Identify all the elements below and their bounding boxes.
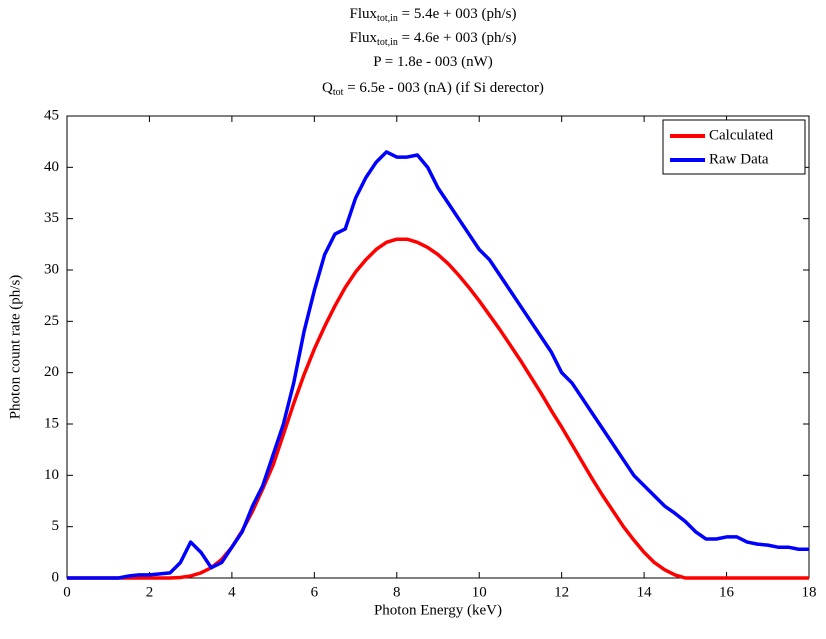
title-line: Fluxtot,in = 4.6e + 003 (ph/s) [350, 30, 517, 48]
y-tick-label: 30 [44, 261, 59, 277]
y-tick-label: 15 [44, 415, 59, 431]
title-text: = 5.4e + 003 (ph/s) [398, 6, 517, 22]
x-tick-label: 2 [146, 584, 154, 600]
title-line: Fluxtot,in = 5.4e + 003 (ph/s) [350, 6, 517, 24]
title-text: = 6.5e - 003 (nA) (if Si derector) [343, 80, 543, 96]
x-tick-label: 16 [719, 584, 735, 600]
y-tick-label: 10 [44, 467, 59, 483]
title-line: P = 1.8e - 003 (nW) [373, 54, 493, 70]
x-tick-label: 8 [393, 584, 401, 600]
title-text: Flux [350, 6, 378, 22]
title-subscript: tot,in [377, 37, 398, 48]
y-tick-label: 40 [44, 159, 59, 175]
y-tick-label: 25 [44, 313, 59, 329]
x-tick-label: 6 [311, 584, 319, 600]
y-tick-label: 0 [52, 569, 60, 585]
title-text: Q [322, 80, 333, 96]
x-tick-label: 14 [637, 584, 653, 600]
legend-box [662, 119, 806, 175]
y-tick-label: 45 [44, 107, 59, 123]
x-tick-label: 12 [554, 584, 569, 600]
title-line: Qtot = 6.5e - 003 (nA) (if Si derector) [322, 80, 544, 98]
title-subscript: tot,in [377, 13, 398, 24]
y-tick-label: 35 [44, 210, 59, 226]
x-axis-label: Photon Energy (keV) [374, 602, 502, 618]
y-axis-label: Photon count rate (ph/s) [7, 275, 23, 420]
plot-frame [66, 115, 810, 579]
y-tick-label: 20 [44, 364, 59, 380]
x-tick-label: 10 [472, 584, 487, 600]
title-text: P = 1.8e - 003 (nW) [373, 54, 493, 70]
x-tick-label: 0 [63, 584, 71, 600]
x-tick-label: 4 [228, 584, 236, 600]
legend-label: Raw Data [709, 151, 769, 167]
legend-label: Calculated [709, 127, 774, 143]
y-tick-label: 5 [52, 518, 60, 534]
title-subscript: tot [333, 87, 344, 98]
data-line [67, 150, 809, 580]
x-tick-label: 18 [802, 584, 817, 600]
title-text: Flux [350, 30, 378, 46]
title-text: = 4.6e + 003 (ph/s) [398, 30, 517, 46]
data-line [67, 237, 809, 580]
